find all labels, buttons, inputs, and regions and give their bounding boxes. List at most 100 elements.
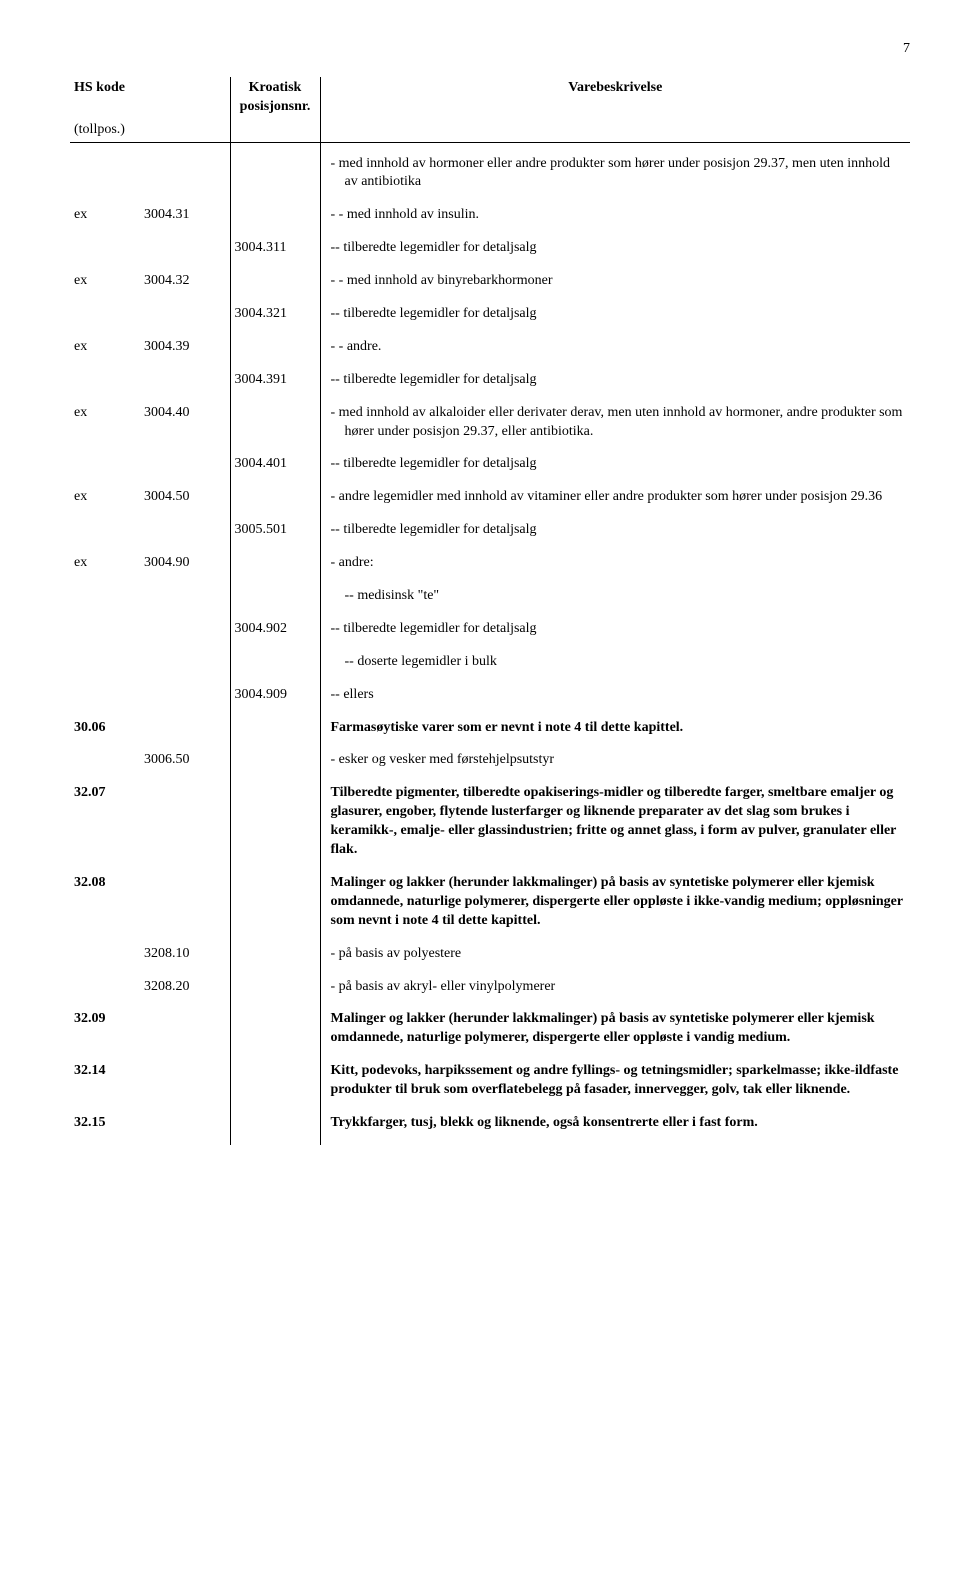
- description-text: -- ellers: [325, 686, 907, 705]
- description-text: -- medisinsk "te": [325, 587, 907, 606]
- row-spacer: [70, 293, 910, 303]
- table-row: 30.06 Farmasøytiske varer som er nevnt i …: [70, 717, 910, 740]
- row-spacer: [70, 966, 910, 976]
- chapter-code: 32.09: [70, 1008, 140, 1050]
- description-text: - med innhold av alkaloider eller deriva…: [325, 404, 907, 442]
- description-text: -- tilberedte legemidler for detaljsalg: [325, 455, 907, 474]
- row-spacer: [70, 608, 910, 618]
- table-row: 3005.501 -- tilberedte legemidler for det…: [70, 519, 910, 542]
- hs-code: 3004.31: [140, 204, 230, 227]
- kroatisk-code: 3004.909: [230, 684, 320, 707]
- table-row: -- medisinsk "te": [70, 585, 910, 608]
- hs-code: 3004.50: [140, 486, 230, 509]
- hs-code: 3004.39: [140, 336, 230, 359]
- row-spacer: [70, 542, 910, 552]
- table-row: ex3004.50- andre legemidler med innhold …: [70, 486, 910, 509]
- table-row: 3004.902 -- tilberedte legemidler for det…: [70, 618, 910, 641]
- table-row: 3004.391 -- tilberedte legemidler for det…: [70, 369, 910, 392]
- table-row: 3004.909 -- ellers: [70, 684, 910, 707]
- kroatisk-code: 3004.321: [230, 303, 320, 326]
- description-text: -- tilberedte legemidler for detaljsalg: [325, 620, 907, 639]
- description-text: -- tilberedte legemidler for detaljsalg: [325, 521, 907, 540]
- description-text: - - med innhold av binyrebarkhormoner: [325, 272, 907, 291]
- ex-marker: ex: [70, 402, 140, 444]
- description-text: - på basis av polyestere: [325, 945, 907, 964]
- ex-marker: ex: [70, 552, 140, 575]
- table-row: 32.15 Trykkfarger, tusj, blekk og liknend…: [70, 1112, 910, 1135]
- table-row: 32.07 Tilberedte pigmenter, tilberedte op…: [70, 782, 910, 862]
- chapter-code: 32.07: [70, 782, 140, 862]
- description-text: -- tilberedte legemidler for detaljsalg: [325, 371, 907, 390]
- table-row: ex3004.90 - andre:: [70, 552, 910, 575]
- row-spacer: [70, 641, 910, 651]
- row-spacer: [70, 739, 910, 749]
- table-row: 3208.10 - på basis av polyestere: [70, 943, 910, 966]
- row-spacer: [70, 1102, 910, 1112]
- row-spacer: [70, 933, 910, 943]
- hs-code: 3006.50: [140, 749, 230, 772]
- table-row: ex3004.40 - med innhold av alkaloider ell…: [70, 402, 910, 444]
- hs-code: 3004.90: [140, 552, 230, 575]
- chapter-heading: Malinger og lakker (herunder lakkmalinge…: [325, 874, 907, 931]
- row-spacer: [70, 998, 910, 1008]
- chapter-code: 32.08: [70, 872, 140, 933]
- description-text: -- doserte legemidler i bulk: [325, 653, 907, 672]
- col-hs-kode: HS kode: [70, 77, 230, 119]
- chapter-heading: Trykkfarger, tusj, blekk og liknende, og…: [325, 1114, 907, 1133]
- chapter-code: 32.15: [70, 1112, 140, 1135]
- hs-code: 3004.32: [140, 270, 230, 293]
- row-spacer: [70, 674, 910, 684]
- table-row: 3004.401 -- tilberedte legemidler for det…: [70, 453, 910, 476]
- row-spacer: [70, 227, 910, 237]
- description-text: -- tilberedte legemidler for detaljsalg: [325, 239, 907, 258]
- description-text: -- tilberedte legemidler for detaljsalg: [325, 305, 907, 324]
- ex-marker: ex: [70, 336, 140, 359]
- hs-code: 3208.10: [140, 943, 230, 966]
- row-spacer: [70, 359, 910, 369]
- col-tollpos: (tollpos.): [70, 119, 230, 142]
- row-spacer: [70, 575, 910, 585]
- table-row: ex3004.39- - andre.: [70, 336, 910, 359]
- table-row: -- doserte legemidler i bulk: [70, 651, 910, 674]
- ex-marker: ex: [70, 270, 140, 293]
- hs-code: 3208.20: [140, 976, 230, 999]
- table-row: ex3004.31- - med innhold av insulin.: [70, 204, 910, 227]
- table-row: - med innhold av hormoner eller andre pr…: [70, 153, 910, 195]
- table-row: 3006.50 - esker og vesker med førstehjelp…: [70, 749, 910, 772]
- description-text: - esker og vesker med førstehjelpsutstyr: [325, 751, 907, 770]
- row-spacer: [70, 326, 910, 336]
- table-row: 32.08 Malinger og lakker (herunder lakkma…: [70, 872, 910, 933]
- table-row: 32.14Kitt, podevoks, harpikssement og an…: [70, 1060, 910, 1102]
- table-row: 32.09 Malinger og lakker (herunder lakkma…: [70, 1008, 910, 1050]
- table-row: 3004.321 -- tilberedte legemidler for det…: [70, 303, 910, 326]
- table-row: ex3004.32 - - med innhold av binyrebarkho…: [70, 270, 910, 293]
- description-text: - med innhold av hormoner eller andre pr…: [325, 155, 907, 193]
- chapter-heading: Kitt, podevoks, harpikssement og andre f…: [325, 1062, 907, 1100]
- kroatisk-code: 3004.311: [230, 237, 320, 260]
- row-spacer: [70, 260, 910, 270]
- chapter-heading: Tilberedte pigmenter, tilberedte opakise…: [325, 784, 907, 860]
- row-spacer: [70, 772, 910, 782]
- col-kroatisk: Kroatisk posisjonsnr.: [230, 77, 320, 119]
- table-row: 3004.311 -- tilberedte legemidler for det…: [70, 237, 910, 260]
- kroatisk-code: 3004.401: [230, 453, 320, 476]
- tariff-table: HS kode Kroatisk posisjonsnr. Varebeskri…: [70, 77, 910, 1145]
- chapter-heading: Farmasøytiske varer som er nevnt i note …: [325, 719, 907, 738]
- table-row: 3208.20 - på basis av akryl- eller vinylp…: [70, 976, 910, 999]
- description-text: - andre:: [325, 554, 907, 573]
- chapter-heading: Malinger og lakker (herunder lakkmalinge…: [325, 1010, 907, 1048]
- description-text: - andre legemidler med innhold av vitami…: [325, 488, 907, 507]
- hs-code: 3004.40: [140, 402, 230, 444]
- ex-marker: ex: [70, 204, 140, 227]
- description-text: - på basis av akryl- eller vinylpolymere…: [325, 978, 907, 997]
- col-varebeskrivelse: Varebeskrivelse: [320, 77, 910, 119]
- kroatisk-code: 3004.902: [230, 618, 320, 641]
- row-spacer: [70, 194, 910, 204]
- kroatisk-code: 3005.501: [230, 519, 320, 542]
- page-number: 7: [70, 40, 910, 59]
- row-spacer: [70, 392, 910, 402]
- row-spacer: [70, 509, 910, 519]
- row-spacer: [70, 1050, 910, 1060]
- chapter-code: 30.06: [70, 717, 140, 740]
- kroatisk-code: 3004.391: [230, 369, 320, 392]
